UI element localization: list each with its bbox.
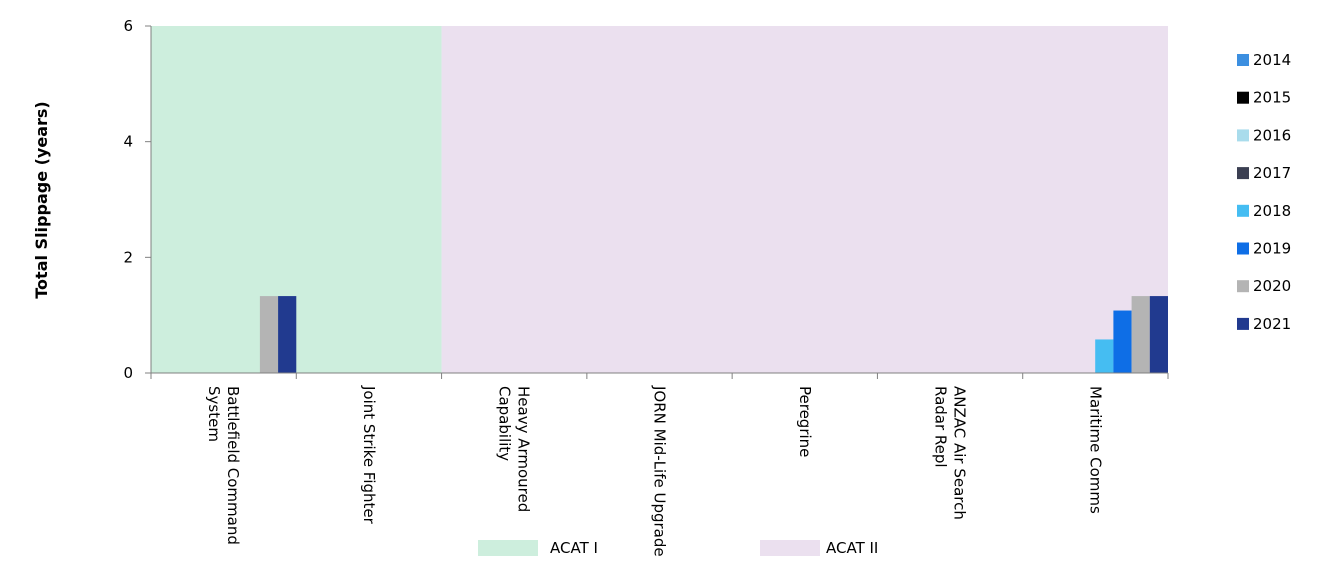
category-label-line: Joint Strike Fighter [360,385,378,525]
y-tick-label: 0 [123,364,133,382]
legend-label-2016: 2016 [1253,126,1291,144]
legend-label-2014: 2014 [1253,51,1291,69]
category-label-line: ANZAC Air Search [951,386,969,520]
legend-swatch-2019 [1237,242,1249,255]
band-layer [151,26,1169,373]
band-1 [441,26,1169,373]
legend-label-2018: 2018 [1253,202,1291,220]
category-label-line: System [205,386,223,442]
legend-label-2015: 2015 [1253,89,1291,107]
legend-label-2020: 2020 [1253,277,1291,295]
legend-label-2019: 2019 [1253,240,1291,258]
legend-label-2017: 2017 [1253,164,1291,182]
band-legend: ACAT I ACAT II [478,539,878,557]
bar-layer [259,296,1168,373]
category-label-line: Radar Repl [932,386,950,468]
category-label-line: Maritime Comms [1086,386,1104,514]
legend-swatch-2018 [1237,204,1249,217]
band-legend-label-0: ACAT I [550,539,598,557]
category-label: Maritime Comms [1086,386,1104,514]
legend-swatch-2017 [1237,167,1249,180]
legend-label-2021: 2021 [1253,315,1291,333]
category-label-line: Capability [496,386,514,461]
category-label: Peregrine [796,386,814,457]
y-tick-label: 6 [123,17,133,35]
legend-swatch-2021 [1237,317,1249,330]
category-label: Joint Strike Fighter [360,385,378,525]
band-legend-swatch-0 [478,540,538,556]
bar-2020-cat-6 [1131,296,1150,373]
bar-2019-cat-6 [1113,310,1132,373]
legend-swatch-2020 [1237,280,1249,293]
bar-2021-cat-0 [278,296,297,373]
y-tick-label: 4 [123,133,133,151]
bar-2021-cat-6 [1149,296,1168,373]
legend-swatch-2015 [1237,91,1249,104]
bar-2020-cat-0 [259,296,279,373]
y-axis-title: Total Slippage (years) [32,101,51,298]
category-label: JORN Mid-Life Upgrade [651,385,669,557]
axes [150,26,1169,379]
category-label-line: JORN Mid-Life Upgrade [651,385,669,557]
band-legend-swatch-1 [760,540,820,556]
series-legend: 2014 2015 2016 2017 2018 2019 2020 2021 [1237,51,1291,333]
y-ticks: 0 2 4 6 [123,17,151,382]
category-label-line: Peregrine [796,386,814,457]
bar-2018-cat-6 [1095,339,1114,373]
y-tick-label: 2 [123,248,133,266]
legend-swatch-2014 [1237,54,1249,66]
band-legend-label-1: ACAT II [826,539,878,557]
category-label-line: Battlefield Command [224,386,242,545]
category-label-line: Heavy Armoured [515,386,533,512]
legend-swatch-2016 [1237,129,1249,142]
